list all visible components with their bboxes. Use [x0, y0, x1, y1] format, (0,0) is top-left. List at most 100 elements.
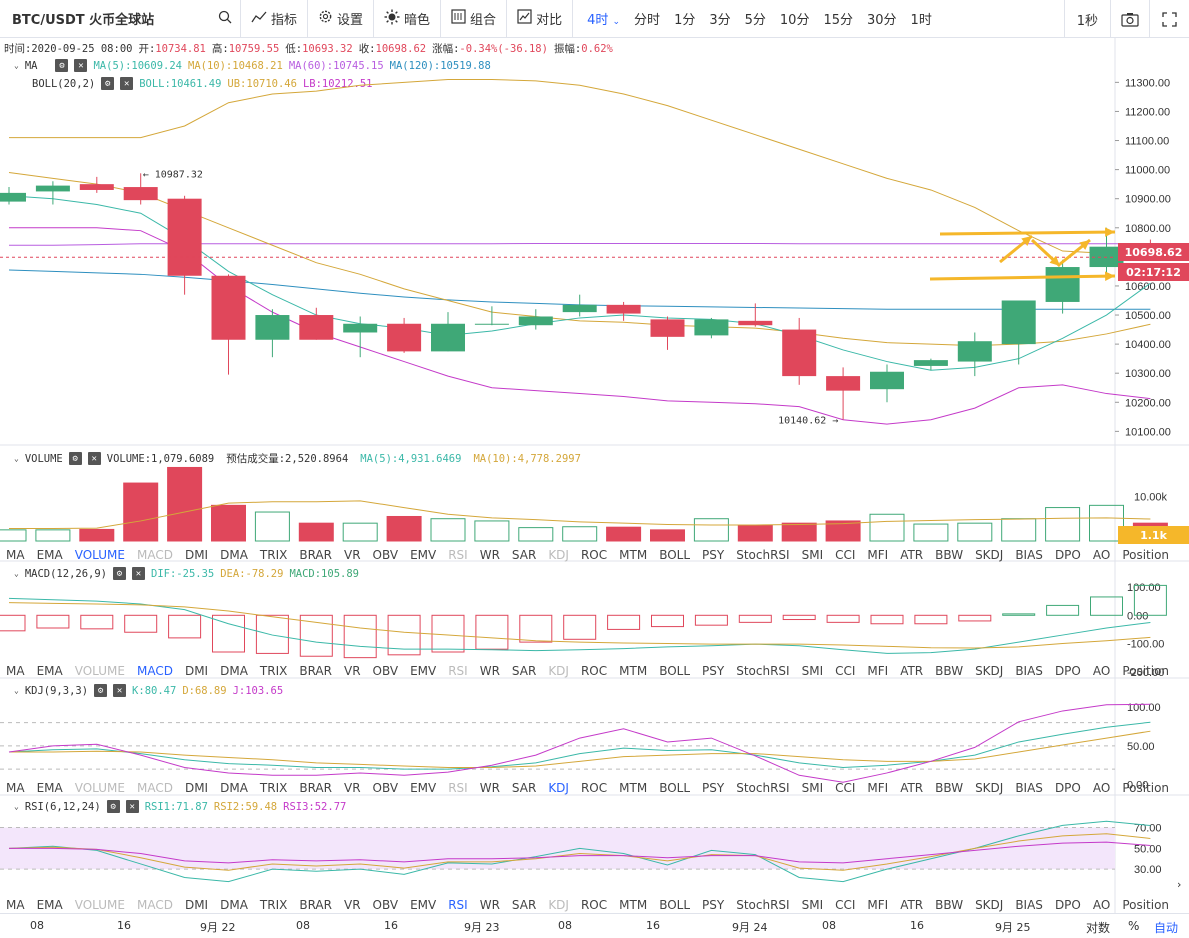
- tab-wr[interactable]: WR: [479, 548, 500, 562]
- tab-skdj[interactable]: SKDJ: [975, 664, 1004, 678]
- tab-emv[interactable]: EMV: [410, 898, 437, 912]
- tab-dmi[interactable]: DMI: [184, 548, 209, 562]
- collapse-icon[interactable]: ⌄: [14, 569, 19, 578]
- tab-rsi[interactable]: RSI: [448, 898, 468, 912]
- tab-mtm[interactable]: MTM: [619, 664, 648, 678]
- tab-psy[interactable]: PSY: [702, 548, 725, 562]
- tab-roc[interactable]: ROC: [580, 898, 608, 912]
- close-icon[interactable]: ✕: [120, 77, 134, 90]
- tab-dpo[interactable]: DPO: [1054, 898, 1081, 912]
- tab-bbw[interactable]: BBW: [935, 898, 964, 912]
- tab-macd[interactable]: MACD: [136, 781, 173, 795]
- tab-sar[interactable]: SAR: [511, 664, 537, 678]
- tab-dma[interactable]: DMA: [220, 548, 248, 562]
- tab-ma[interactable]: MA: [6, 548, 25, 562]
- interval-6[interactable]: 30分: [867, 13, 897, 28]
- tab-trix[interactable]: TRIX: [259, 781, 288, 795]
- tab-mfi[interactable]: MFI: [867, 898, 889, 912]
- tab-obv[interactable]: OBV: [372, 781, 399, 795]
- collapse-icon[interactable]: ⌄: [14, 802, 19, 811]
- tab-macd[interactable]: MACD: [136, 664, 173, 678]
- tab-ao[interactable]: AO: [1092, 781, 1111, 795]
- tab-skdj[interactable]: SKDJ: [975, 898, 1004, 912]
- tab-ao[interactable]: AO: [1092, 664, 1111, 678]
- tab-volume[interactable]: VOLUME: [74, 664, 125, 678]
- tab-obv[interactable]: OBV: [372, 548, 399, 562]
- tab-mtm[interactable]: MTM: [619, 548, 648, 562]
- tab-dmi[interactable]: DMI: [184, 781, 209, 795]
- tab-bbw[interactable]: BBW: [935, 664, 964, 678]
- tab-bias[interactable]: BIAS: [1015, 548, 1043, 562]
- tab-smi[interactable]: SMI: [801, 664, 824, 678]
- interval-1[interactable]: 1分: [674, 13, 696, 28]
- tab-cci[interactable]: CCI: [835, 781, 856, 795]
- tab-vr[interactable]: VR: [343, 664, 361, 678]
- gear-icon[interactable]: ⚙: [94, 684, 108, 697]
- tab-ema[interactable]: EMA: [36, 781, 63, 795]
- tab-ma[interactable]: MA: [6, 664, 25, 678]
- tab-atr[interactable]: ATR: [900, 898, 924, 912]
- tab-boll[interactable]: BOLL: [659, 898, 691, 912]
- tab-sar[interactable]: SAR: [511, 898, 537, 912]
- tab-position[interactable]: Position: [1122, 548, 1170, 562]
- tab-brar[interactable]: BRAR: [299, 664, 332, 678]
- close-icon[interactable]: ✕: [125, 800, 139, 813]
- tab-emv[interactable]: EMV: [410, 781, 437, 795]
- tab-emv[interactable]: EMV: [410, 664, 437, 678]
- tab-rsi[interactable]: RSI: [448, 548, 468, 562]
- tab-ao[interactable]: AO: [1092, 548, 1111, 562]
- tab-roc[interactable]: ROC: [580, 664, 608, 678]
- tab-bbw[interactable]: BBW: [935, 548, 964, 562]
- tab-sar[interactable]: SAR: [511, 781, 537, 795]
- compare-button[interactable]: 对比: [506, 0, 574, 38]
- tab-bias[interactable]: BIAS: [1015, 664, 1043, 678]
- log-scale-toggle[interactable]: 对数: [1086, 921, 1111, 935]
- collapse-icon[interactable]: ⌄: [14, 454, 19, 463]
- interval-7[interactable]: 1时: [910, 13, 932, 28]
- tab-cci[interactable]: CCI: [835, 898, 856, 912]
- tab-mfi[interactable]: MFI: [867, 781, 889, 795]
- tab-trix[interactable]: TRIX: [259, 664, 288, 678]
- tab-brar[interactable]: BRAR: [299, 548, 332, 562]
- gear-icon[interactable]: ⚙: [55, 59, 69, 72]
- tab-psy[interactable]: PSY: [702, 664, 725, 678]
- tab-skdj[interactable]: SKDJ: [975, 548, 1004, 562]
- tab-ma[interactable]: MA: [6, 781, 25, 795]
- tab-kdj[interactable]: KDJ: [548, 548, 569, 562]
- interval-5[interactable]: 15分: [823, 13, 853, 28]
- gear-icon[interactable]: ⚙: [68, 452, 82, 465]
- tab-smi[interactable]: SMI: [801, 548, 824, 562]
- interval-0[interactable]: 分时: [634, 13, 661, 28]
- tab-skdj[interactable]: SKDJ: [975, 781, 1004, 795]
- chart-canvas[interactable]: 11300.00 11200.00 11100.00 11000.00 10900.00…: [0, 38, 1189, 913]
- settings-button[interactable]: 设置: [307, 0, 373, 38]
- collapse-icon[interactable]: ⌄: [14, 61, 19, 70]
- tab-dma[interactable]: DMA: [220, 781, 248, 795]
- tab-ema[interactable]: EMA: [36, 898, 63, 912]
- tab-dpo[interactable]: DPO: [1054, 664, 1081, 678]
- tab-ma[interactable]: MA: [6, 898, 25, 912]
- tab-dpo[interactable]: DPO: [1054, 548, 1081, 562]
- interval-3[interactable]: 5分: [744, 13, 766, 28]
- tab-bias[interactable]: BIAS: [1015, 781, 1043, 795]
- indicators-button[interactable]: 指标: [240, 0, 307, 38]
- percent-scale-toggle[interactable]: %: [1128, 919, 1140, 933]
- tab-obv[interactable]: OBV: [372, 898, 399, 912]
- tab-brar[interactable]: BRAR: [299, 781, 332, 795]
- tab-smi[interactable]: SMI: [801, 781, 824, 795]
- tab-position[interactable]: Position: [1122, 898, 1170, 912]
- interval-dropdown[interactable]: 4时 ⌄: [573, 9, 627, 28]
- tab-macd[interactable]: MACD: [136, 548, 173, 562]
- tab-mfi[interactable]: MFI: [867, 664, 889, 678]
- tab-wr[interactable]: WR: [479, 898, 500, 912]
- tab-smi[interactable]: SMI: [801, 898, 824, 912]
- tab-dmi[interactable]: DMI: [184, 664, 209, 678]
- scroll-right-icon[interactable]: ›: [1177, 878, 1182, 891]
- tab-kdj[interactable]: KDJ: [548, 898, 569, 912]
- tab-kdj[interactable]: KDJ: [548, 664, 569, 678]
- tab-emv[interactable]: EMV: [410, 548, 437, 562]
- tab-volume[interactable]: VOLUME: [74, 548, 125, 562]
- tab-obv[interactable]: OBV: [372, 664, 399, 678]
- tab-stochrsi[interactable]: StochRSI: [736, 664, 790, 678]
- tab-stochrsi[interactable]: StochRSI: [736, 781, 790, 795]
